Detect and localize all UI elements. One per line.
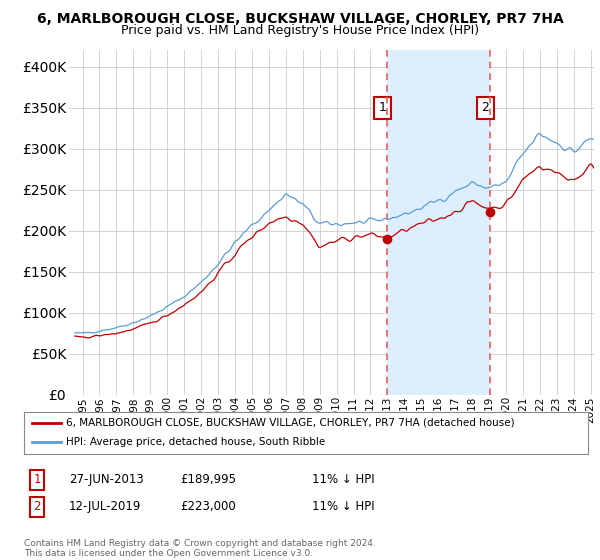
Text: Price paid vs. HM Land Registry's House Price Index (HPI): Price paid vs. HM Land Registry's House … [121,24,479,37]
Text: Contains HM Land Registry data © Crown copyright and database right 2024.
This d: Contains HM Land Registry data © Crown c… [24,539,376,558]
Text: 2: 2 [34,500,41,514]
Text: £223,000: £223,000 [180,500,236,514]
Text: 12-JUL-2019: 12-JUL-2019 [69,500,142,514]
Text: 6, MARLBOROUGH CLOSE, BUCKSHAW VILLAGE, CHORLEY, PR7 7HA: 6, MARLBOROUGH CLOSE, BUCKSHAW VILLAGE, … [37,12,563,26]
Bar [388,50,490,395]
Text: 1: 1 [379,101,386,114]
Text: 1: 1 [34,473,41,487]
Text: £189,995: £189,995 [180,473,236,487]
Text: 27-JUN-2013: 27-JUN-2013 [69,473,144,487]
Text: 11% ↓ HPI: 11% ↓ HPI [312,500,374,514]
Text: HPI: Average price, detached house, South Ribble: HPI: Average price, detached house, Sout… [66,437,326,447]
Text: 11% ↓ HPI: 11% ↓ HPI [312,473,374,487]
Text: 2: 2 [481,101,489,114]
Text: 6, MARLBOROUGH CLOSE, BUCKSHAW VILLAGE, CHORLEY, PR7 7HA (detached house): 6, MARLBOROUGH CLOSE, BUCKSHAW VILLAGE, … [66,418,515,428]
